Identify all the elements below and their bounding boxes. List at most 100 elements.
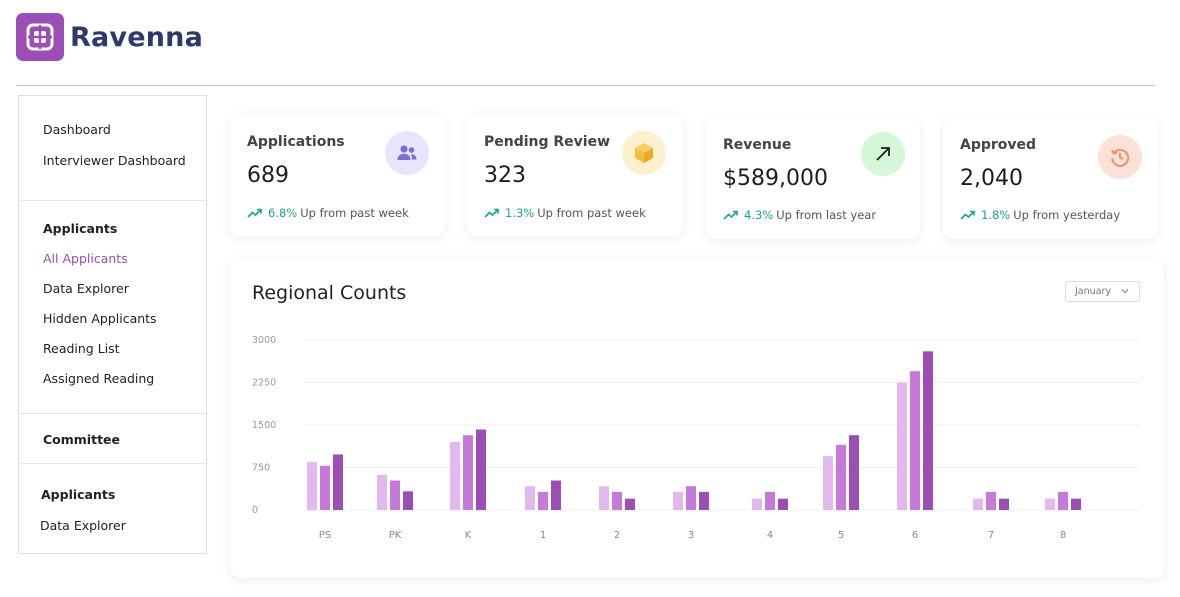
stat-trend-text: Up from yesterday	[1013, 208, 1121, 222]
sidebar-item-all-applicants[interactable]: All Applicants	[43, 251, 128, 266]
stat-value: 323	[484, 163, 526, 188]
y-tick-label: 2250	[252, 378, 276, 389]
sidebar-item-hidden-applicants[interactable]: Hidden Applicants	[43, 311, 157, 326]
sidebar: Dashboard Interviewer Dashboard Applican…	[18, 95, 207, 554]
x-tick-label: 5	[838, 530, 844, 541]
sidebar-divider	[19, 413, 206, 414]
sidebar-divider	[19, 463, 206, 464]
sidebar-section-applicants-2: Applicants	[41, 487, 116, 502]
x-tick-label: 7	[988, 530, 994, 541]
stat-trend: 1.8% Up from yesterday	[960, 208, 1120, 222]
bar[interactable]	[307, 461, 317, 510]
bar[interactable]	[612, 491, 622, 510]
x-tick-label: 3	[688, 530, 694, 541]
bar[interactable]	[625, 498, 635, 510]
bar[interactable]	[973, 498, 983, 510]
bar[interactable]	[599, 486, 609, 510]
bar[interactable]	[765, 491, 775, 510]
logo-mark-icon	[16, 13, 64, 61]
bar[interactable]	[778, 498, 788, 510]
stat-value: 2,040	[960, 166, 1023, 191]
stat-trend-pct: 4.3%	[744, 208, 774, 222]
y-tick-label: 1500	[252, 420, 276, 431]
bar[interactable]	[551, 480, 561, 510]
stat-title: Revenue	[723, 137, 792, 153]
box-icon	[622, 131, 666, 175]
bar[interactable]	[333, 454, 343, 510]
stat-trend: 6.8% Up from past week	[247, 206, 409, 220]
bar[interactable]	[699, 491, 709, 510]
bar[interactable]	[463, 435, 473, 510]
bar[interactable]	[673, 491, 683, 510]
bar[interactable]	[910, 371, 920, 510]
x-tick-label: K	[465, 530, 472, 541]
bar[interactable]	[999, 498, 1009, 510]
y-tick-label: 750	[252, 463, 270, 474]
sidebar-item-assigned-reading[interactable]: Assigned Reading	[43, 371, 155, 386]
bar[interactable]	[849, 435, 859, 510]
stat-value: $589,000	[723, 166, 828, 191]
sidebar-item-data-explorer[interactable]: Data Explorer	[43, 281, 129, 296]
stat-trend-pct: 6.8%	[268, 206, 298, 220]
y-tick-label: 0	[252, 505, 258, 516]
trend-up-icon	[484, 208, 499, 218]
arrow-up-right-icon	[861, 132, 905, 176]
month-select[interactable]: January	[1065, 281, 1140, 302]
bar[interactable]	[823, 456, 833, 510]
x-tick-label: PS	[319, 530, 331, 541]
stat-card-revenue[interactable]: Revenue $589,000 4.3% Up from last year	[706, 118, 920, 239]
history-icon	[1098, 135, 1142, 179]
sidebar-divider	[19, 200, 206, 201]
regional-counts-panel: Regional Counts January 0 750 1500 2250 3000…	[230, 260, 1164, 578]
stat-value: 689	[247, 163, 289, 188]
bar[interactable]	[686, 486, 696, 510]
x-tick-label: 8	[1060, 530, 1066, 541]
trend-up-icon	[960, 210, 975, 220]
sidebar-section-committee[interactable]: Committee	[43, 432, 121, 447]
bar[interactable]	[390, 480, 400, 510]
bar[interactable]	[476, 429, 486, 510]
month-select-value: January	[1075, 286, 1112, 297]
bar[interactable]	[1071, 498, 1081, 510]
chart-title: Regional Counts	[252, 282, 407, 304]
sidebar-item-dashboard[interactable]: Dashboard	[43, 122, 111, 137]
sidebar-item-reading-list[interactable]: Reading List	[43, 341, 120, 356]
x-tick-label: 2	[614, 530, 620, 541]
y-tick-label: 3000	[252, 335, 276, 346]
x-tick-label: 1	[540, 530, 546, 541]
stat-card-applications[interactable]: Applications 689 6.8% Up from past week	[230, 114, 445, 236]
sidebar-item-interviewer-dashboard[interactable]: Interviewer Dashboard	[43, 153, 186, 168]
stat-trend-text: Up from last year	[776, 208, 877, 222]
bar[interactable]	[836, 444, 846, 510]
stat-card-pending-review[interactable]: Pending Review 323 1.3% Up from past wee…	[467, 114, 683, 236]
stat-trend: 1.3% Up from past week	[484, 206, 646, 220]
x-tick-label: PK	[389, 530, 402, 541]
stat-trend-pct: 1.3%	[505, 206, 535, 220]
bar[interactable]	[538, 491, 548, 510]
trend-up-icon	[723, 210, 738, 220]
bar-chart: 0 750 1500 2250 3000 PS PK K 1 2 3 4 5 6 7 8	[252, 335, 1140, 541]
bar[interactable]	[377, 474, 387, 510]
stat-card-approved[interactable]: Approved 2,040 1.8% Up from yesterday	[943, 118, 1158, 239]
bar[interactable]	[1058, 491, 1068, 510]
x-tick-label: 4	[767, 530, 773, 541]
bar[interactable]	[450, 442, 460, 510]
trend-up-icon	[247, 208, 262, 218]
bar[interactable]	[525, 486, 535, 510]
stat-trend-pct: 1.8%	[981, 208, 1011, 222]
bar[interactable]	[1045, 498, 1055, 510]
bar[interactable]	[986, 491, 996, 510]
bar[interactable]	[923, 351, 933, 510]
bar[interactable]	[403, 491, 413, 510]
stat-trend-text: Up from past week	[300, 206, 409, 220]
bar[interactable]	[752, 498, 762, 510]
stat-title: Pending Review	[484, 134, 611, 150]
bar[interactable]	[897, 382, 907, 511]
stat-trend: 4.3% Up from last year	[723, 208, 876, 222]
header-divider	[16, 85, 1155, 86]
brand-logo[interactable]: Ravenna	[16, 13, 203, 61]
bar[interactable]	[320, 465, 330, 510]
sidebar-item-data-explorer-2[interactable]: Data Explorer	[40, 518, 126, 533]
brand-name: Ravenna	[70, 21, 203, 53]
